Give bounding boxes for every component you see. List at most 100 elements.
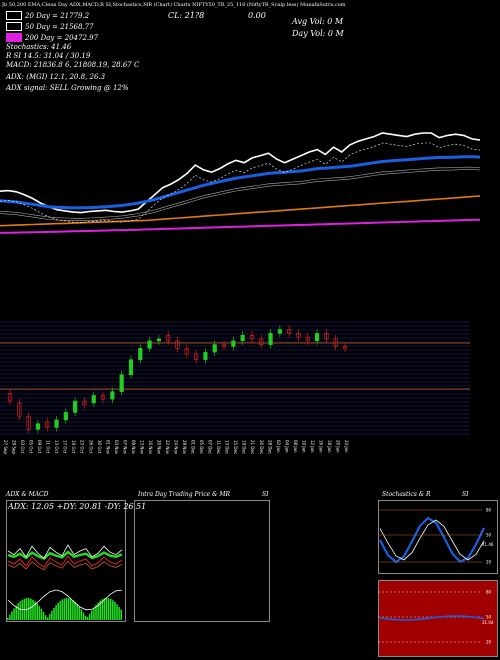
adx-macd-title: ADX & MACD xyxy=(6,491,49,498)
macd-hist-bar xyxy=(78,606,80,620)
candle xyxy=(277,329,282,334)
ema20-legend: 20 Day = 21779.2 xyxy=(25,11,90,20)
intraday-title: Intra Day Trading Price & MR xyxy=(138,491,231,498)
x-tick-label: 03 Nov xyxy=(114,440,119,455)
x-tick-label: 29 Nov xyxy=(182,440,187,455)
legend-block: 20 Day = 21779.2 50 Day = 21568.77 200 D… xyxy=(6,10,139,93)
macd-hist-bar xyxy=(86,616,89,620)
x-tick-label: 10 Jan xyxy=(301,440,306,453)
candle xyxy=(240,334,245,342)
macd-hist-bar xyxy=(46,617,49,620)
candle xyxy=(249,334,255,340)
macd-hist-bar xyxy=(93,607,95,620)
adx-aux-line xyxy=(7,560,123,571)
x-tick-label: 03 Oct xyxy=(20,440,25,454)
candle xyxy=(26,415,31,430)
macd-hist-bar xyxy=(49,614,51,620)
candle xyxy=(119,374,124,392)
rsi-line xyxy=(379,615,485,621)
macd-hist-bar xyxy=(103,598,106,620)
macd-hist-bar xyxy=(105,598,108,620)
macd-hist-bar xyxy=(65,598,68,620)
macd-hist-bar xyxy=(91,610,93,620)
x-tick-label: 26 Dec xyxy=(259,440,264,454)
candle xyxy=(175,340,180,349)
candle xyxy=(156,338,161,342)
candle xyxy=(221,344,227,347)
macd-hist-bar xyxy=(55,605,57,620)
candle xyxy=(45,421,50,428)
stochastics-legend: Stochastics: 41.46 xyxy=(6,43,72,51)
macd-hist-bar xyxy=(7,618,9,620)
macd-hist-bar xyxy=(19,601,22,620)
x-tick-label: 02 Jan xyxy=(276,440,281,453)
x-tick-label: 12 Jan xyxy=(310,440,315,453)
rsi-panel xyxy=(378,580,498,657)
candle xyxy=(17,402,22,417)
x-tick-label: 11 Dec xyxy=(216,440,221,454)
ema-chart xyxy=(0,132,481,234)
adx-plus-di-line xyxy=(7,550,123,560)
x-tick-label: 29 Sep xyxy=(12,440,17,454)
rsi-tick: 50 xyxy=(486,615,492,620)
macd-hist-bar xyxy=(11,611,13,620)
candle xyxy=(287,329,292,334)
x-tick-label: 01 Nov xyxy=(105,440,110,455)
ema200-line xyxy=(0,195,481,227)
macd-hist-bar xyxy=(9,614,11,620)
x-tick-label: 19 Dec xyxy=(242,440,247,454)
macd-hist-bar xyxy=(97,602,99,620)
candle xyxy=(231,340,236,347)
candle xyxy=(314,332,320,342)
macd-hist-bar xyxy=(32,599,34,620)
candle xyxy=(35,423,41,430)
candle xyxy=(333,338,338,347)
x-tick-label: 05 Oct xyxy=(29,440,34,454)
adx-minus-di-line xyxy=(7,555,123,568)
macd-hist-bar xyxy=(88,613,91,620)
candle xyxy=(82,400,87,406)
macd-hist-bar xyxy=(95,604,97,620)
x-tick-label: 11 Oct xyxy=(46,440,51,454)
candle xyxy=(110,391,115,400)
x-tick-label: 19 Oct xyxy=(71,440,76,454)
candle xyxy=(63,412,68,421)
candle xyxy=(184,348,189,355)
candle xyxy=(128,359,134,376)
x-tick-label: 13 Dec xyxy=(225,440,230,454)
macd-hist-bar xyxy=(57,602,59,620)
macd-line xyxy=(7,589,123,611)
x-tick-label: 13 Oct xyxy=(54,440,59,454)
macd-legend: MACD: 21836.8 6, 21808.19, 28.67 C xyxy=(6,61,140,69)
macd-hist-bar xyxy=(70,598,72,620)
stoch-tick: 50 xyxy=(486,533,492,538)
macd-hist-bar xyxy=(59,600,62,620)
macd-hist-bar xyxy=(72,600,74,620)
macd-hist-bar xyxy=(76,603,78,620)
x-tick-label: 15 Dec xyxy=(233,440,238,454)
x-tick-label: 08 Jan xyxy=(293,440,298,453)
macd-hist-bar xyxy=(28,598,30,620)
stoch-title: Stochastics & R xyxy=(382,491,431,498)
candle xyxy=(305,336,310,342)
x-tick-label: 16 Jan xyxy=(318,440,323,453)
macd-hist-bar xyxy=(53,607,55,620)
candle xyxy=(100,395,106,400)
rsi-tick: 80 xyxy=(486,590,492,595)
x-tick-label: 13 Nov xyxy=(139,440,144,455)
x-tick-label: 17 Oct xyxy=(63,440,68,454)
macd-hist-bar xyxy=(82,612,85,620)
ema50-swatch xyxy=(6,22,22,31)
ema-dotted-line xyxy=(0,142,481,223)
macd-hist-bar xyxy=(51,610,53,620)
x-tick-label: 20 Jan xyxy=(335,440,340,453)
candle xyxy=(138,348,143,360)
stoch-tick: 80 xyxy=(486,508,492,513)
stoch-d-line xyxy=(379,519,485,561)
x-tick-label: 23 Oct xyxy=(80,440,85,454)
candle xyxy=(342,346,348,349)
macd-hist-bar xyxy=(109,598,112,620)
x-tick-label: 24 Nov xyxy=(174,440,179,455)
candle xyxy=(296,332,301,338)
